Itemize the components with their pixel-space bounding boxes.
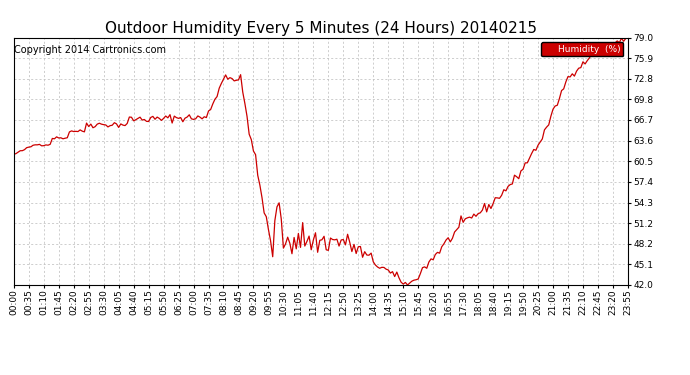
- Legend: Humidity  (%): Humidity (%): [541, 42, 623, 56]
- Text: Copyright 2014 Cartronics.com: Copyright 2014 Cartronics.com: [14, 45, 166, 55]
- Title: Outdoor Humidity Every 5 Minutes (24 Hours) 20140215: Outdoor Humidity Every 5 Minutes (24 Hou…: [105, 21, 537, 36]
